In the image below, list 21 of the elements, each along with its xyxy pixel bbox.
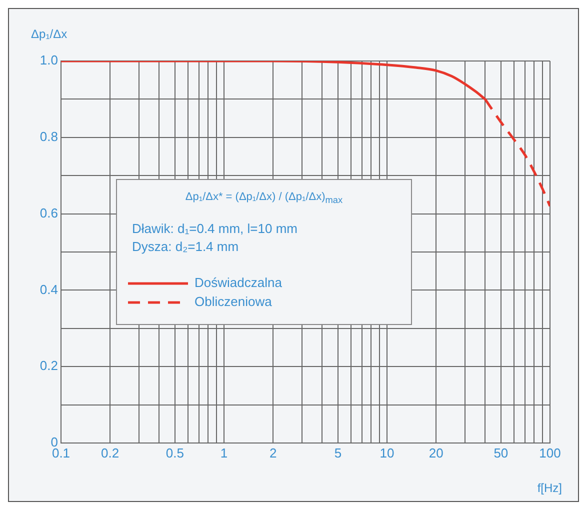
y-tick-label: 0.8	[40, 128, 58, 144]
y-tick-label: 0.2	[40, 358, 58, 374]
x-axis-title: f[Hz]	[537, 481, 562, 495]
x-tick-label: 100	[539, 445, 561, 460]
annotation: Dławik: d₁=0.4 mm, l=10 mm	[132, 221, 298, 236]
x-tick-label: 50	[494, 445, 508, 460]
annotation: Δp₁/Δx* = (Δp₁/Δx) / (Δp₁/Δx)$_{max}$	[184, 191, 344, 206]
x-tick-label: 1	[220, 445, 228, 460]
x-tick-label: 0.2	[101, 445, 120, 460]
y-axis-title: Δp₁/Δx	[31, 27, 68, 41]
y-tick-label: 1.0	[40, 52, 58, 68]
y-tick-label: 0.4	[40, 282, 58, 297]
legend-label: Doświadczalna	[194, 275, 283, 290]
x-tick-label: 0.5	[166, 445, 184, 460]
annotation: Dysza: d₂=1.4 mm	[132, 239, 240, 254]
x-tick-label: 2	[269, 445, 277, 460]
x-tick-label: 10	[380, 445, 394, 460]
x-tick-label: 20	[428, 445, 444, 460]
legend-label: Obliczeniowa	[194, 294, 273, 310]
x-tick-label: 5	[334, 445, 342, 460]
y-tick-label: 0.6	[40, 205, 58, 220]
